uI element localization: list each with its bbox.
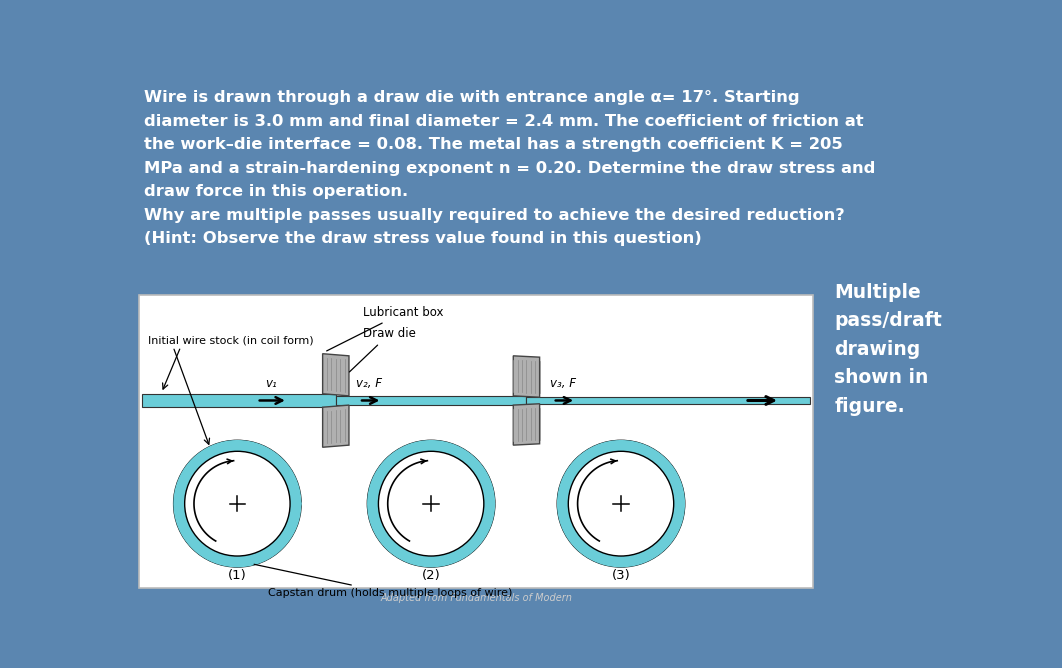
- Circle shape: [378, 452, 484, 556]
- Text: figure.: figure.: [834, 397, 905, 415]
- Text: shown in: shown in: [834, 368, 928, 387]
- Text: Adapted from Fundamentals of Modern: Adapted from Fundamentals of Modern: [380, 593, 572, 603]
- Bar: [527, 397, 810, 403]
- Text: (2): (2): [422, 569, 441, 582]
- Circle shape: [367, 440, 495, 567]
- Text: drawing: drawing: [834, 339, 921, 359]
- Text: v₁: v₁: [264, 377, 276, 389]
- Polygon shape: [513, 356, 539, 397]
- Text: the work–die interface = 0.08. The metal has a strength coefficient K = 205: the work–die interface = 0.08. The metal…: [144, 137, 843, 152]
- Bar: [142, 393, 336, 407]
- Circle shape: [174, 440, 301, 567]
- Text: Wire is drawn through a draw die with entrance angle α= 17°. Starting: Wire is drawn through a draw die with en…: [144, 90, 800, 105]
- Circle shape: [558, 440, 685, 567]
- Text: (1): (1): [228, 569, 246, 582]
- Bar: [336, 396, 527, 405]
- Polygon shape: [323, 353, 349, 396]
- Text: (Hint: Observe the draw stress value found in this question): (Hint: Observe the draw stress value fou…: [144, 231, 702, 246]
- Text: Why are multiple passes usually required to achieve the desired reduction?: Why are multiple passes usually required…: [144, 208, 845, 222]
- Text: pass/draft: pass/draft: [834, 311, 942, 330]
- Text: v₂, F: v₂, F: [356, 377, 382, 389]
- Polygon shape: [323, 405, 349, 448]
- Text: v₃, F: v₃, F: [550, 377, 576, 389]
- Text: Capstan drum (holds multiple loops of wire): Capstan drum (holds multiple loops of wi…: [254, 564, 513, 599]
- Text: draw force in this operation.: draw force in this operation.: [144, 184, 409, 199]
- Text: Multiple: Multiple: [834, 283, 921, 302]
- Text: Draw die: Draw die: [349, 327, 416, 372]
- Bar: [139, 295, 813, 588]
- Text: diameter is 3.0 mm and final diameter = 2.4 mm. The coefficient of friction at: diameter is 3.0 mm and final diameter = …: [144, 114, 864, 129]
- Text: Lubricant box: Lubricant box: [327, 306, 444, 351]
- Text: (3): (3): [612, 569, 631, 582]
- Text: Initial wire stock (in coil form): Initial wire stock (in coil form): [149, 335, 314, 345]
- Circle shape: [185, 452, 290, 556]
- Circle shape: [568, 452, 673, 556]
- Polygon shape: [513, 403, 539, 445]
- Text: MPa and a strain-hardening exponent n = 0.20. Determine the draw stress and: MPa and a strain-hardening exponent n = …: [144, 160, 876, 176]
